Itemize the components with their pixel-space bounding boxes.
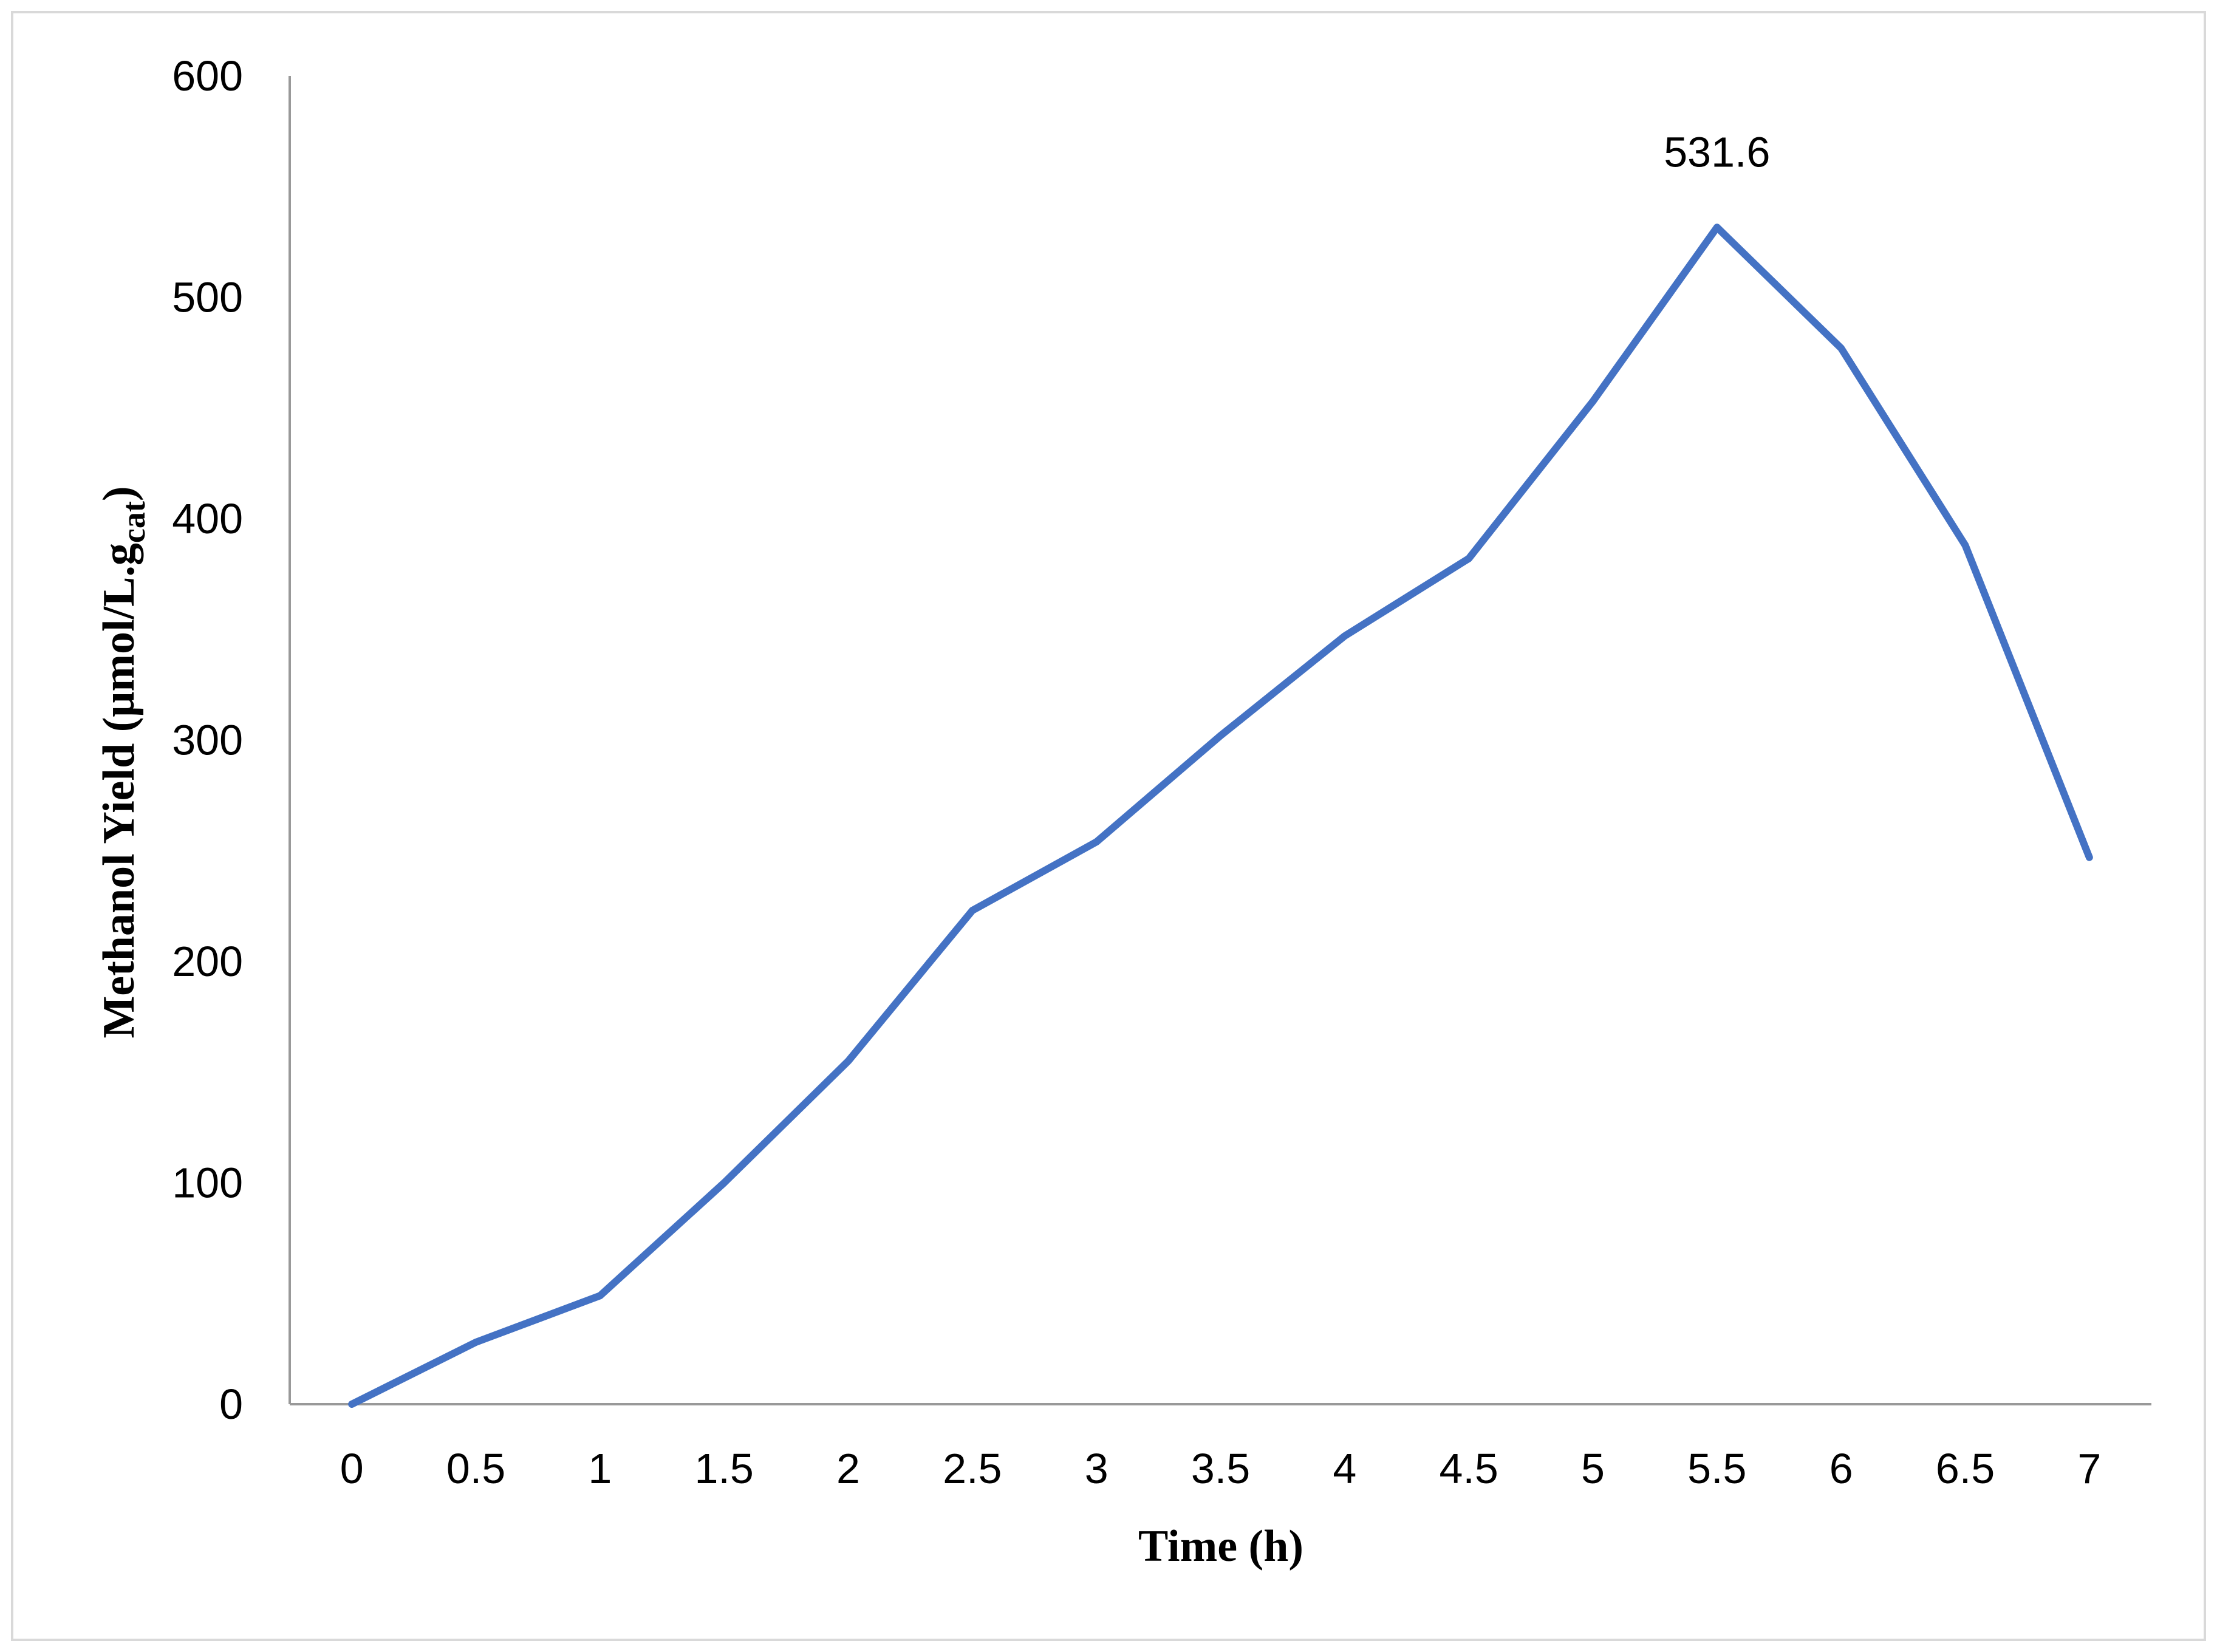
data-point: [1467, 557, 1471, 560]
data-point: [474, 1340, 477, 1343]
x-tick-label: 1: [588, 1445, 612, 1492]
data-point: [847, 1060, 850, 1063]
data-point: [723, 1181, 726, 1184]
x-tick-label: 0: [340, 1445, 364, 1492]
x-tick-label: 3.5: [1191, 1445, 1250, 1492]
data-point: [598, 1294, 601, 1297]
y-tick-labels: 0 100 200 300 400 500 600: [172, 52, 243, 1428]
y-tick-label: 600: [172, 52, 243, 100]
y-axis-title: Methanol Yield (μmol/L.gcat): [94, 486, 152, 1038]
data-point: [1715, 226, 1718, 229]
series-line: [348, 224, 2093, 1408]
data-point: [350, 1403, 354, 1405]
data-point: [1591, 400, 1594, 403]
x-tick-labels: 0 0.5 1 1.5 2 2.5 3 3.5 4 4.5 5 5.5 6 6.5 7: [340, 1445, 2102, 1492]
data-labels: 531.6: [1664, 128, 1770, 176]
y-axis-title-main: Methanol Yield (μmol/L.g: [94, 543, 144, 1038]
x-tick-label: 4: [1333, 1445, 1356, 1492]
data-point: [1964, 544, 1967, 547]
y-tick-label: 0: [219, 1381, 243, 1428]
x-tick-label: 1.5: [695, 1445, 754, 1492]
data-point: [971, 909, 974, 912]
axes: [289, 76, 2151, 1405]
x-tick-label: 5.5: [1687, 1445, 1746, 1492]
data-point: [2088, 856, 2091, 859]
x-tick-label: 6: [1829, 1445, 1853, 1492]
x-tick-label: 6.5: [1936, 1445, 1995, 1492]
data-point: [1095, 841, 1098, 844]
data-point: [1219, 734, 1222, 737]
chart-border: [11, 11, 2206, 1641]
y-tick-label: 200: [172, 938, 243, 985]
x-tick-label: 4.5: [1440, 1445, 1498, 1492]
x-tick-label: 2.5: [943, 1445, 1002, 1492]
data-point: [1840, 347, 1843, 350]
x-tick-label: 3: [1085, 1445, 1108, 1492]
y-tick-label: 300: [172, 717, 243, 764]
peak-data-label: 531.6: [1664, 128, 1770, 176]
x-axis-title: Time (h): [1138, 1521, 1303, 1571]
data-point: [1343, 635, 1346, 638]
x-tick-label: 7: [2077, 1445, 2101, 1492]
y-tick-label: 400: [172, 495, 243, 542]
x-tick-label: 5: [1581, 1445, 1605, 1492]
y-tick-label: 100: [172, 1159, 243, 1207]
y-axis-title-subscript: cat: [115, 501, 152, 543]
y-tick-label: 500: [172, 274, 243, 321]
series-lines: [348, 224, 2093, 1408]
x-tick-label: 2: [836, 1445, 860, 1492]
x-tick-label: 0.5: [446, 1445, 505, 1492]
y-axis-title-close: ): [94, 486, 144, 501]
